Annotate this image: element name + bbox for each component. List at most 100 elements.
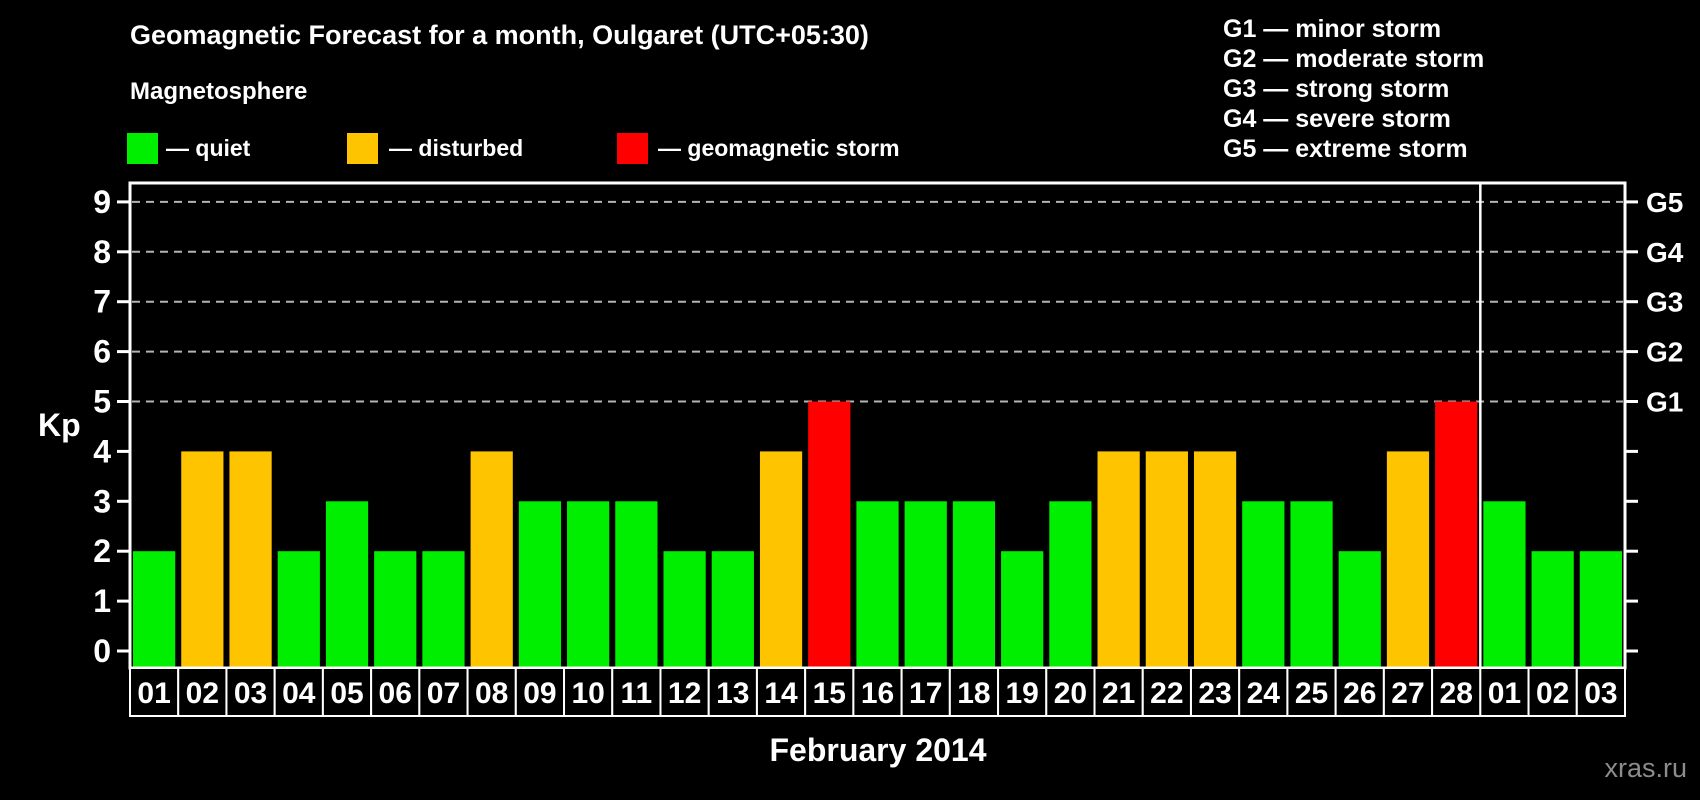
- day-box-2: [177, 667, 228, 717]
- bar-day-05: [325, 501, 369, 668]
- bar-day-19: [1001, 551, 1044, 668]
- disturbed-legend-label: — disturbed: [389, 135, 524, 161]
- day-label-21: 21: [1102, 677, 1135, 710]
- bar-day-21: [1097, 451, 1140, 668]
- day-box-8: [466, 667, 517, 717]
- bar-day-25: [1290, 501, 1333, 668]
- day-label-25: 25: [1295, 677, 1328, 710]
- kp-tick-label-2: 2: [93, 533, 111, 569]
- bar-day-07: [422, 551, 465, 668]
- g-scale-tick-label-g5: G5: [1646, 187, 1683, 218]
- day-box-14: [755, 667, 807, 717]
- bar-day-01: [1483, 501, 1526, 668]
- bar-day-28: [1435, 401, 1478, 668]
- g4-legend-line: G4 — severe storm: [1223, 105, 1451, 133]
- day-label-20: 20: [1054, 677, 1087, 710]
- bar-day-27: [1386, 451, 1430, 668]
- kp-tick-label-5: 5: [93, 384, 111, 420]
- magnetosphere-legend-title: Magnetosphere: [130, 78, 308, 105]
- bar-day-20: [1049, 501, 1092, 668]
- day-box-21: [1093, 667, 1144, 717]
- day-box-15: [804, 667, 855, 717]
- bar-day-02: [181, 451, 224, 668]
- storm-legend-label: — geomagnetic storm: [658, 135, 900, 161]
- disturbed-legend-swatch: [347, 133, 378, 164]
- bar-day-23: [1193, 451, 1237, 668]
- day-label-14: 14: [764, 677, 798, 710]
- bar-day-18: [952, 501, 996, 668]
- day-label-22: 22: [1150, 677, 1183, 710]
- day-label-24: 24: [1247, 677, 1281, 710]
- day-label-6: 06: [379, 677, 412, 710]
- bar-day-03: [229, 451, 272, 668]
- day-label-5: 05: [330, 677, 363, 710]
- day-label-17: 17: [909, 677, 942, 710]
- bar-day-24: [1242, 501, 1285, 668]
- kp-tick-label-8: 8: [93, 234, 111, 270]
- watermark: xras.ru: [1604, 753, 1687, 783]
- bar-day-10: [567, 501, 610, 668]
- day-label-16: 16: [861, 677, 894, 710]
- quiet-legend-swatch: [127, 133, 158, 164]
- day-label-27: 27: [1391, 677, 1424, 710]
- day-label-2: 02: [186, 677, 219, 710]
- g-scale-tick-label-g4: G4: [1646, 237, 1684, 268]
- day-box-6: [370, 667, 421, 717]
- bar-day-01: [133, 551, 176, 668]
- bar-day-03: [1579, 551, 1622, 668]
- day-label-23: 23: [1198, 677, 1231, 710]
- day-box-11: [611, 667, 662, 717]
- g-scale-tick-label-g1: G1: [1646, 387, 1683, 418]
- kp-tick-label-1: 1: [93, 583, 111, 619]
- kp-tick-label-9: 9: [93, 184, 111, 220]
- bar-day-04: [277, 551, 320, 668]
- day-label-18: 18: [957, 677, 990, 710]
- g5-legend-line: G5 — extreme storm: [1223, 135, 1468, 163]
- day-box-25: [1286, 667, 1337, 717]
- day-box-3: [225, 667, 276, 717]
- kp-axis-label: Kp: [38, 407, 81, 443]
- quiet-legend-label: — quiet: [166, 135, 251, 161]
- day-box-17: [900, 667, 951, 717]
- day-label-31: 03: [1584, 677, 1617, 710]
- kp-tick-label-4: 4: [93, 433, 111, 469]
- bar-day-14: [759, 451, 803, 668]
- g1-legend-line: G1 — minor storm: [1223, 15, 1442, 43]
- day-label-30: 02: [1536, 677, 1569, 710]
- kp-tick-label-6: 6: [93, 334, 111, 370]
- bar-day-11: [615, 501, 658, 668]
- day-label-29: 01: [1488, 677, 1521, 710]
- day-label-19: 19: [1005, 677, 1038, 710]
- bar-day-08: [470, 451, 513, 668]
- day-label-7: 07: [427, 677, 460, 710]
- kp-tick-label-3: 3: [93, 483, 111, 519]
- day-label-15: 15: [813, 677, 846, 710]
- day-box-19: [997, 667, 1048, 717]
- kp-tick-label-0: 0: [93, 633, 111, 669]
- bar-day-02: [1531, 551, 1574, 668]
- g-scale-legend: G1 — minor storm G2 — moderate storm G3 …: [1223, 14, 1484, 164]
- g3-legend-line: G3 — strong storm: [1223, 75, 1450, 103]
- bar-day-26: [1338, 551, 1381, 668]
- month-axis-label: February 2014: [769, 732, 987, 768]
- day-label-10: 10: [571, 677, 604, 710]
- bar-day-09: [518, 501, 562, 668]
- storm-legend-swatch: [617, 133, 648, 164]
- day-label-4: 04: [282, 677, 316, 710]
- day-box-20: [1045, 667, 1096, 717]
- day-box-23: [1189, 667, 1241, 717]
- day-box-13: [707, 667, 758, 717]
- bar-day-17: [904, 501, 947, 668]
- day-label-3: 03: [234, 677, 267, 710]
- day-box-5: [321, 667, 373, 717]
- g-scale-tick-label-g2: G2: [1646, 337, 1683, 368]
- day-label-28: 28: [1440, 677, 1473, 710]
- bar-day-22: [1145, 451, 1188, 668]
- day-label-12: 12: [668, 677, 701, 710]
- bar-day-12: [663, 551, 706, 668]
- day-label-8: 08: [475, 677, 508, 710]
- day-label-26: 26: [1343, 677, 1376, 710]
- day-label-11: 11: [621, 677, 653, 710]
